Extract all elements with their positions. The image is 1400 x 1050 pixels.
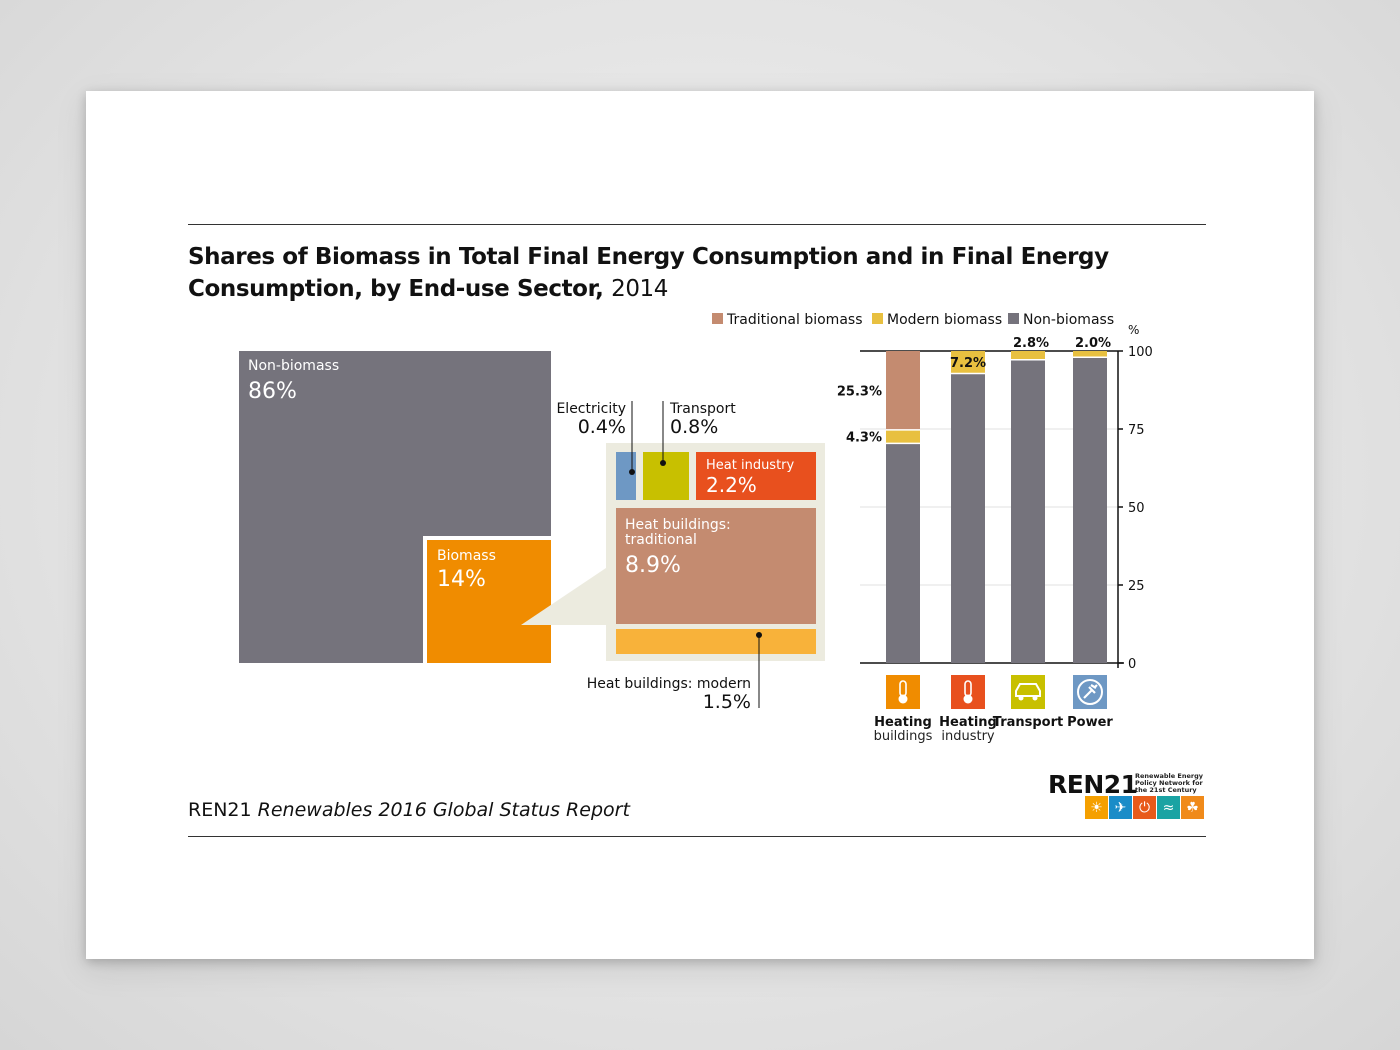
car-icon-wheel-right <box>1032 695 1038 701</box>
logo-tiles: ☀ ✈ ⏻ ≈ ☘ <box>1085 796 1204 819</box>
category-label-0-line1: Heating <box>874 715 932 730</box>
callout-label-electricity: Electricity <box>556 401 626 417</box>
treemap-separator-h <box>423 536 551 540</box>
y-tick-label-50: 50 <box>1128 501 1145 516</box>
treemap-separator-v <box>423 536 427 663</box>
top-rule <box>188 224 1206 225</box>
water-icon: ≈ <box>1157 796 1180 819</box>
chart-title: Shares of Biomass in Total Final Energy … <box>188 241 1198 305</box>
callout-label-heat-buildings-modern: Heat buildings: modern <box>587 676 751 692</box>
bar-2-modern-biomass <box>1011 351 1045 360</box>
plug-icon-prongs <box>1083 684 1098 699</box>
car-icon <box>1015 683 1041 697</box>
wind-icon: ✈ <box>1109 796 1132 819</box>
plug-icon <box>1077 679 1103 705</box>
treemap-label-heat-buildings-traditional-1: Heat buildings: <box>625 517 731 533</box>
callout-label-transport: Transport <box>669 401 736 417</box>
thermometer-icon-bulb <box>898 694 908 704</box>
treemap-block-heat-industry <box>696 452 816 500</box>
bar-2-non-biomass <box>1011 359 1045 663</box>
category-icon-bg-0 <box>886 675 920 709</box>
data-label-3: 2.8% <box>1013 336 1049 351</box>
y-tick-label-100: 100 <box>1128 345 1153 360</box>
treemap-block-transport <box>643 452 689 500</box>
legend-swatch-traditional-biomass <box>712 313 723 324</box>
legend-swatch-modern-biomass <box>872 313 883 324</box>
sun-icon: ☀ <box>1085 796 1108 819</box>
data-label-4: 2.0% <box>1075 336 1111 351</box>
treemap-label-heat-buildings-traditional-2: traditional <box>625 532 697 548</box>
treemap-zoom-wedge <box>521 568 606 625</box>
bar-1-non-biomass <box>951 373 985 663</box>
callout-value-transport: 0.8% <box>670 416 718 438</box>
bottom-rule <box>188 836 1206 837</box>
thermometer-icon-bulb <box>963 694 973 704</box>
category-label-1-line1: Heating <box>939 715 997 730</box>
callout-dot-heat-buildings-modern <box>756 632 762 638</box>
category-label-2-line1: Transport <box>993 715 1063 730</box>
treemap-label-heat-industry: Heat industry <box>706 458 795 473</box>
treemap-value-non-biomass: 86% <box>248 379 297 404</box>
source-line: REN21 Renewables 2016 Global Status Repo… <box>188 799 630 821</box>
data-label-2: 7.2% <box>950 356 986 371</box>
chart-title-main: Shares of Biomass in Total Final Energy … <box>188 244 1109 302</box>
treemap-value-biomass: 14% <box>437 567 486 592</box>
bar-0-modern-biomass <box>886 429 920 444</box>
category-label-0-line2: buildings <box>874 729 933 744</box>
category-label-3-line1: Power <box>1067 715 1113 730</box>
category-label-1-line2: industry <box>941 729 995 744</box>
bar-1-modern-biomass <box>951 351 985 374</box>
data-label-1: 4.3% <box>846 431 882 446</box>
y-tick-label-25: 25 <box>1128 579 1145 594</box>
legend-swatch-non-biomass <box>1008 313 1019 324</box>
bar-3-non-biomass <box>1073 357 1107 663</box>
bar-0-traditional-biomass <box>886 351 920 430</box>
treemap-block-heat-buildings-traditional <box>616 508 816 624</box>
legend-label-non-biomass: Non-biomass <box>1023 312 1114 328</box>
callout-dot-electricity <box>629 469 635 475</box>
bar-0-non-biomass <box>886 443 920 663</box>
treemap-label-biomass: Biomass <box>437 548 496 564</box>
bar-3-modern-biomass <box>1073 351 1107 358</box>
callout-dot-transport <box>660 460 666 466</box>
y-axis-unit: % <box>1128 323 1139 337</box>
category-icon-bg-1 <box>951 675 985 709</box>
treemap-label-non-biomass: Non-biomass <box>248 358 339 374</box>
logo-wordmark: REN21 <box>1048 770 1138 799</box>
treemap-value-heat-industry: 2.2% <box>706 473 757 497</box>
callout-value-heat-buildings-modern: 1.5% <box>703 691 751 713</box>
treemap-block-heat-buildings-modern <box>616 629 816 654</box>
legend-label-modern-biomass: Modern biomass <box>887 312 1002 328</box>
callout-value-electricity: 0.4% <box>578 416 626 438</box>
legend-label-traditional-biomass: Traditional biomass <box>726 312 863 328</box>
data-label-0: 25.3% <box>837 384 882 399</box>
logo-subtitle: Renewable Energy Policy Network for the … <box>1135 772 1203 794</box>
y-tick-label-75: 75 <box>1128 423 1145 438</box>
source-org: REN21 <box>188 799 252 821</box>
treemap-block-biomass <box>427 540 551 663</box>
car-icon-wheel-left <box>1018 695 1024 701</box>
y-tick-label-0: 0 <box>1128 657 1136 672</box>
treemap-block-electricity <box>616 452 636 500</box>
source-report: Renewables 2016 Global Status Report <box>257 799 630 821</box>
chart-title-year: 2014 <box>611 276 669 302</box>
treemap-value-heat-buildings-traditional: 8.9% <box>625 553 681 578</box>
power-icon: ⏻ <box>1133 796 1156 819</box>
leaf-icon: ☘ <box>1181 796 1204 819</box>
